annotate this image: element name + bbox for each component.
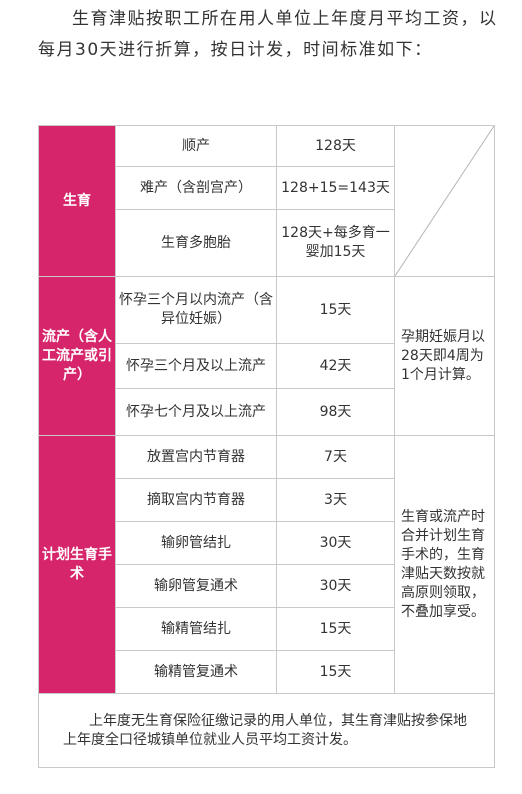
table-row: 计划生育手术 放置宫内节育器 7天 生育或流产时合并计划生育手术的，生育津贴天数… xyxy=(38,435,495,694)
days-cell: 3天 xyxy=(276,478,395,522)
days-cell: 30天 xyxy=(276,521,395,565)
days-cell: 128天+每多育一婴加15天 xyxy=(276,209,395,277)
days-cell: 15天 xyxy=(276,607,395,651)
item-cell: 输卵管复通术 xyxy=(115,564,277,608)
table-row: 难产（含剖宫产） 128+15=143天 xyxy=(39,166,495,210)
miscarriage-note: 孕期妊娠月以28天即4周为1个月计算。 xyxy=(394,276,495,436)
maternity-allowance-table: 生育 顺产 128天 难产（含剖宫产） 128+15=143天 生育多胞胎 12… xyxy=(38,125,495,768)
footer-note-cell: 上年度无生育保险征缴记录的用人单位，其生育津贴按参保地上年度全口径城镇单位就业人… xyxy=(38,693,495,768)
intro-text: 生育津贴按职工所在用人单位上年度月平均工资，以每月30天进行折算，按日计发，时间… xyxy=(38,9,498,60)
empty-diagonal-cell xyxy=(394,125,495,277)
category-childbirth: 生育 xyxy=(38,125,116,277)
diagonal-line xyxy=(395,126,494,276)
item-cell: 顺产 xyxy=(115,125,277,167)
item-cell: 怀孕三个月及以上流产 xyxy=(115,343,277,389)
item-cell: 生育多胞胎 xyxy=(115,209,277,277)
item-cell: 放置宫内节育器 xyxy=(115,435,277,479)
table-row: 输卵管结扎 30天 xyxy=(39,521,495,565)
table-row: 怀孕三个月及以上流产 42天 xyxy=(39,343,495,389)
table-row: 上年度无生育保险征缴记录的用人单位，其生育津贴按参保地上年度全口径城镇单位就业人… xyxy=(38,693,495,768)
days-cell: 15天 xyxy=(276,276,395,344)
item-cell: 摘取宫内节育器 xyxy=(115,478,277,522)
days-cell: 98天 xyxy=(276,388,395,436)
item-cell: 输精管复通术 xyxy=(115,650,277,694)
item-cell: 输卵管结扎 xyxy=(115,521,277,565)
days-cell: 128天 xyxy=(276,125,395,167)
table-row: 输精管复通术 15天 xyxy=(39,650,495,694)
category-family-planning: 计划生育手术 xyxy=(38,435,116,694)
days-cell: 42天 xyxy=(276,343,395,389)
footer-note: 上年度无生育保险征缴记录的用人单位，其生育津贴按参保地上年度全口径城镇单位就业人… xyxy=(63,712,467,748)
days-cell: 30天 xyxy=(276,564,395,608)
table-row: 怀孕七个月及以上流产 98天 xyxy=(39,388,495,436)
intro-paragraph: 生育津贴按职工所在用人单位上年度月平均工资，以每月30天进行折算，按日计发，时间… xyxy=(38,4,498,66)
days-cell: 15天 xyxy=(276,650,395,694)
table-row: 生育多胞胎 128天+每多育一婴加15天 xyxy=(39,209,495,277)
table-row: 生育 顺产 128天 xyxy=(38,125,495,277)
table-row: 流产（含人工流产或引产） 怀孕三个月以内流产（含异位妊娠） 15天 孕期妊娠月以… xyxy=(38,276,495,436)
family-planning-note: 生育或流产时合并计划生育手术的，生育津贴天数按就高原则领取，不叠加享受。 xyxy=(394,435,495,694)
days-cell: 128+15=143天 xyxy=(276,166,395,210)
days-cell: 7天 xyxy=(276,435,395,479)
item-cell: 输精管结扎 xyxy=(115,607,277,651)
item-cell: 怀孕七个月及以上流产 xyxy=(115,388,277,436)
table-row: 输精管结扎 15天 xyxy=(39,607,495,651)
item-cell: 难产（含剖宫产） xyxy=(115,166,277,210)
category-miscarriage: 流产（含人工流产或引产） xyxy=(38,276,116,436)
item-cell: 怀孕三个月以内流产（含异位妊娠） xyxy=(115,276,277,344)
